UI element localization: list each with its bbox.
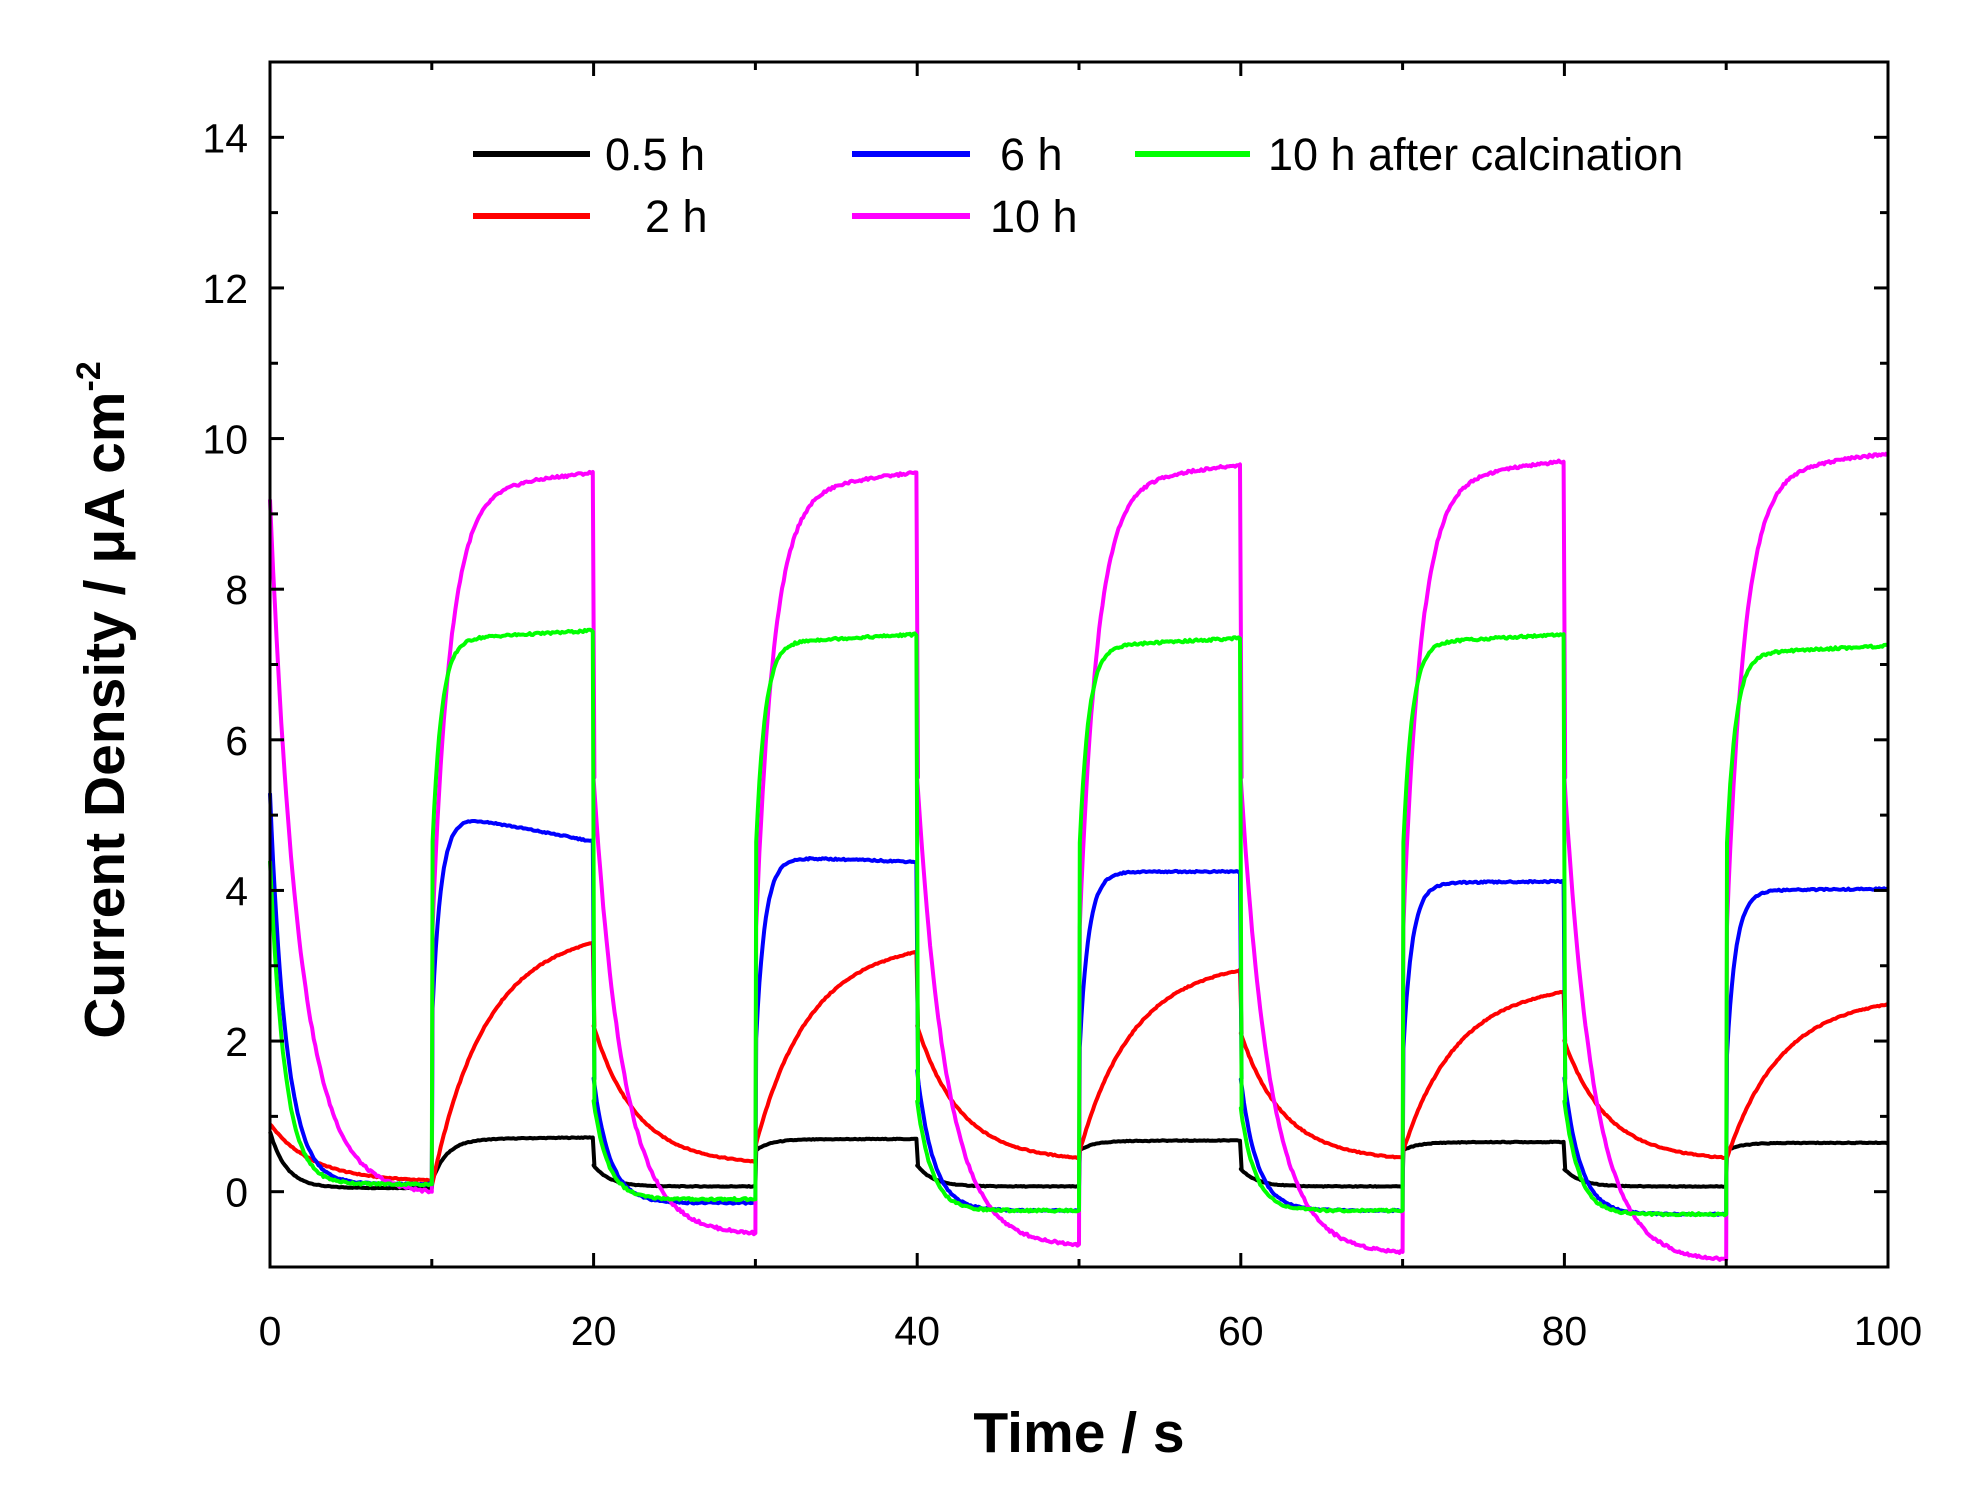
y-axis-title-mu: μ [73, 529, 137, 564]
x-tick-labels: 0 20 40 60 80 100 [259, 1308, 1923, 1354]
y-axis-title-unit: A cm [73, 391, 137, 528]
legend-label: 10 h after calcination [1268, 129, 1683, 180]
series-line-10-h [268, 451, 1889, 1262]
legend-label: 0.5 h [605, 129, 705, 180]
y-axis-title: Current Density / μA cm-2 [70, 361, 137, 1038]
x-tick-label: 100 [1854, 1308, 1922, 1354]
series-line-10-h-after-calcination [268, 627, 1888, 1218]
x-tick-label: 40 [894, 1308, 940, 1354]
legend-label: 2 h [645, 191, 708, 242]
series-layer [268, 451, 1889, 1262]
y-tick-label: 12 [202, 266, 248, 312]
y-tick-label: 6 [225, 718, 248, 764]
legend: 0.5 h 2 h 6 h 10 h 10 h after calcination [473, 129, 1683, 242]
y-axis-title-main: Current Density / [73, 564, 137, 1039]
y-tick-label: 4 [225, 868, 248, 914]
y-tick-label: 2 [225, 1019, 248, 1065]
y-tick-label: 0 [225, 1170, 248, 1216]
ticks-layer [268, 60, 1890, 1269]
y-tick-label: 14 [202, 115, 248, 161]
x-tick-label: 60 [1218, 1308, 1264, 1354]
x-tick-label: 20 [571, 1308, 617, 1354]
y-axis-title-superscript: -2 [70, 361, 108, 391]
x-axis-title: Time / s [973, 1401, 1184, 1465]
legend-label: 6 h [1000, 129, 1063, 180]
legend-label: 10 h [990, 191, 1078, 242]
y-tick-label: 10 [202, 417, 248, 463]
x-tick-label: 0 [259, 1308, 282, 1354]
x-tick-label: 80 [1542, 1308, 1588, 1354]
y-tick-labels: 0 2 4 6 8 10 12 14 [202, 115, 248, 1215]
y-tick-label: 8 [225, 567, 248, 613]
